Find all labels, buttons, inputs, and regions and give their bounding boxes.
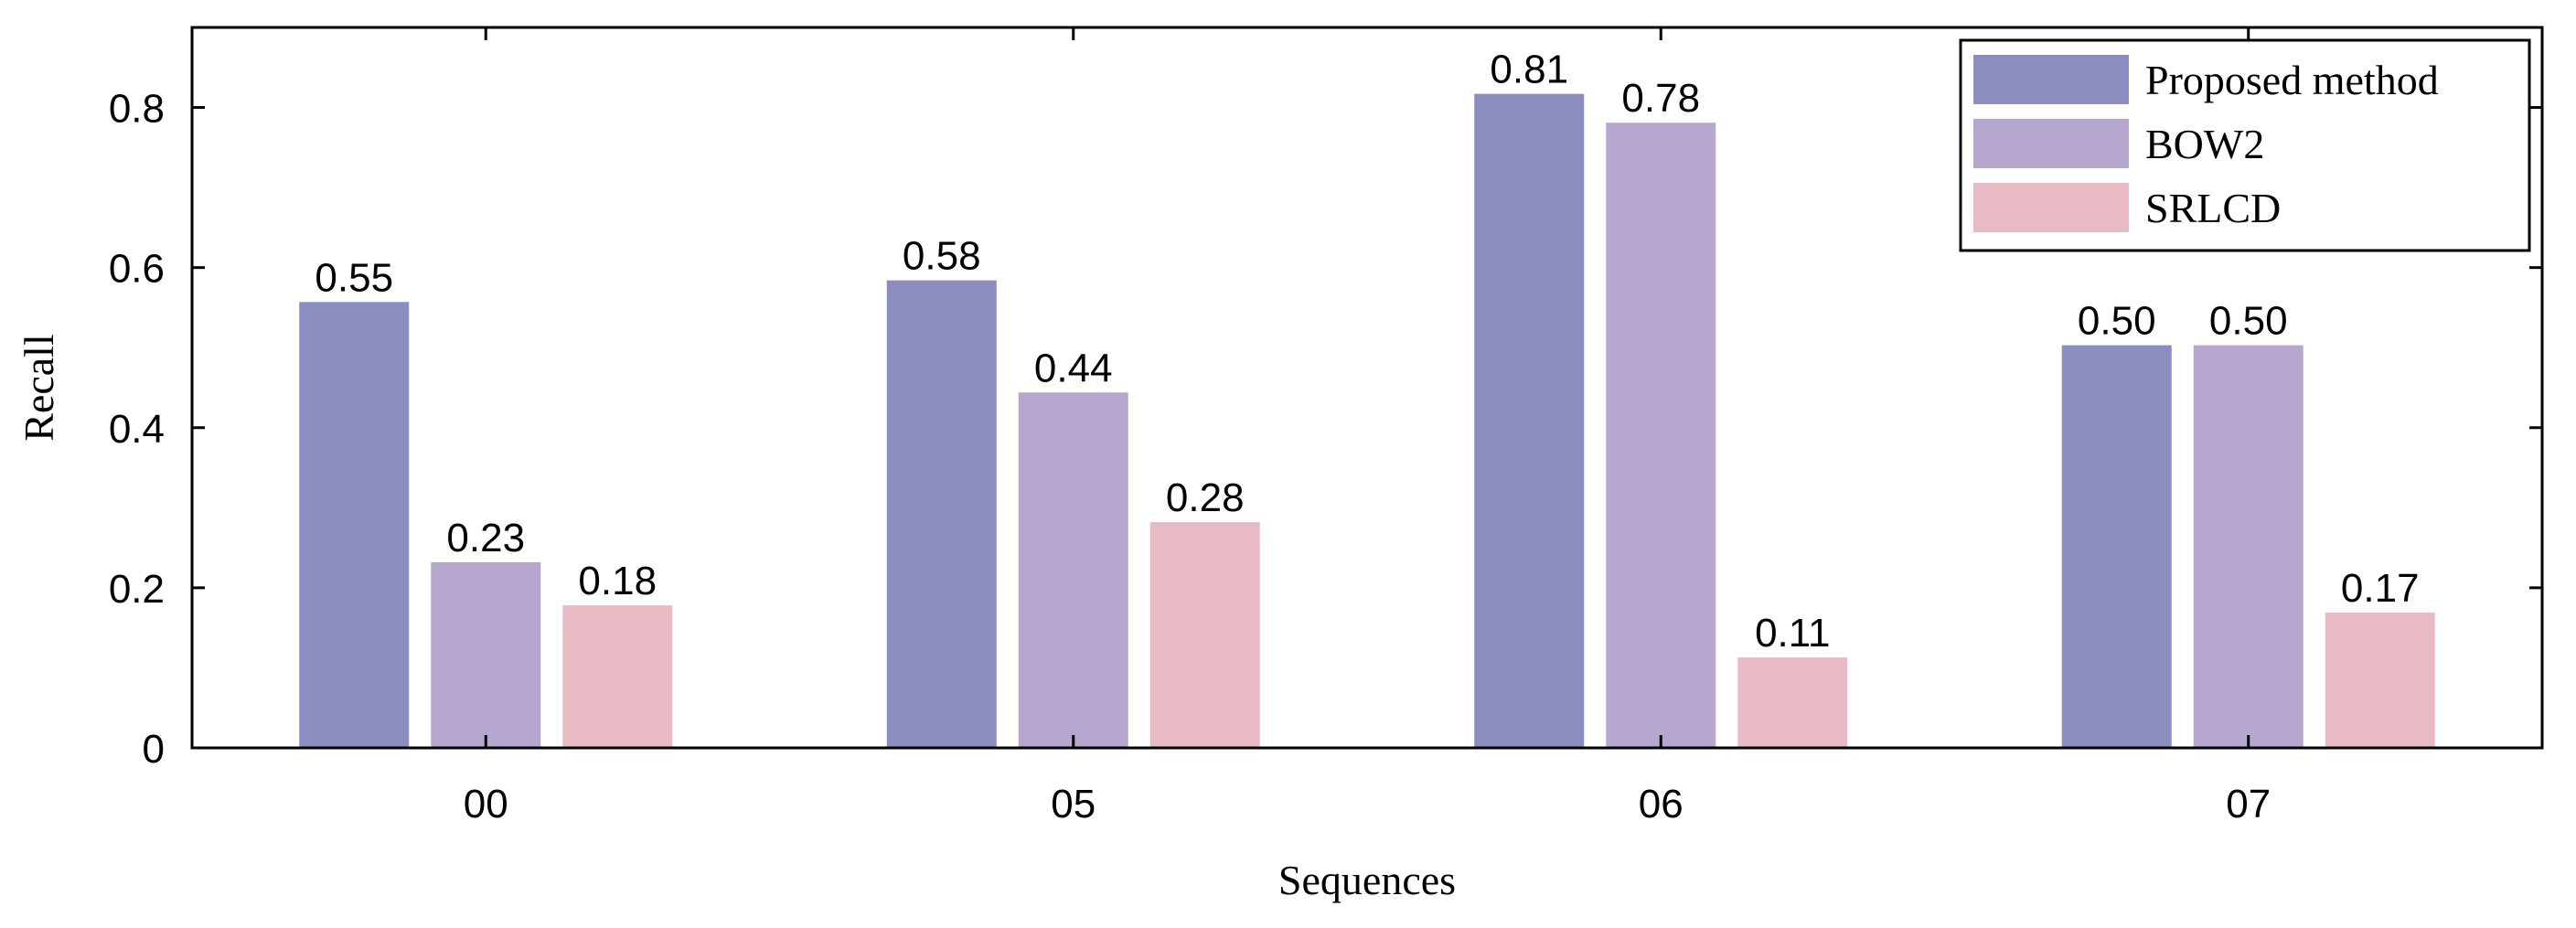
bar-srlcd-07	[2325, 613, 2435, 748]
bar-bow2-05	[1018, 392, 1128, 748]
y-tick-label: 0	[143, 727, 165, 772]
legend-swatch	[1973, 119, 2129, 168]
bar-bow2-00	[431, 561, 541, 748]
bar-srlcd-06	[1737, 657, 1848, 748]
x-axis-ticks: 00 05 06 07	[464, 27, 2271, 827]
x-tick-label: 05	[1051, 782, 1096, 827]
legend-swatch	[1973, 55, 2129, 104]
legend-swatch	[1973, 183, 2129, 232]
legend-label: Proposed method	[2145, 57, 2439, 103]
y-tick-label: 0.2	[109, 567, 165, 612]
data-label: 0.44	[1034, 346, 1113, 390]
y-axis-title: Recall	[16, 334, 62, 442]
y-tick-label: 0.6	[109, 247, 165, 292]
data-label: 0.23	[446, 516, 525, 560]
legend: Proposed method BOW2 SRLCD	[1959, 38, 2531, 252]
y-tick-label: 0.8	[109, 87, 165, 132]
axes-layer	[190, 26, 2544, 750]
bar-proposed-method-05	[886, 280, 997, 748]
data-label: 0.28	[1166, 475, 1245, 520]
bar-srlcd-00	[562, 605, 673, 748]
legend-label: BOW2	[2145, 121, 2264, 167]
bar-srlcd-05	[1149, 522, 1260, 748]
bar-proposed-method-00	[299, 302, 410, 748]
data-label: 0.18	[578, 559, 657, 603]
bars-layer	[299, 93, 2435, 749]
x-tick-label: 00	[464, 782, 508, 827]
data-label: 0.50	[2078, 299, 2156, 344]
data-label: 0.11	[1755, 611, 1830, 656]
data-labels-layer: 0.55 0.23 0.18 0.58 0.44 0.28 0.81 0.78 0.11 0.50…	[315, 48, 2419, 656]
data-label: 0.78	[1621, 76, 1700, 121]
x-axis-title: Sequences	[1278, 857, 1456, 903]
y-axis-ticks: 0 0.2 0.4 0.6 0.8	[109, 87, 2542, 772]
data-label: 0.55	[315, 255, 393, 300]
bar-bow2-06	[1606, 123, 1716, 749]
legend-label: SRLCD	[2145, 185, 2281, 231]
x-tick-label: 06	[1639, 782, 1683, 827]
data-label: 0.58	[903, 234, 981, 279]
bar-proposed-method-06	[1474, 93, 1585, 748]
data-label: 0.81	[1490, 48, 1568, 92]
x-tick-label: 07	[2226, 782, 2271, 827]
plot-frame	[190, 26, 2544, 750]
data-label: 0.17	[2341, 566, 2420, 611]
y-tick-label: 0.4	[109, 407, 165, 452]
bar-proposed-method-07	[2061, 345, 2172, 748]
data-label: 0.50	[2209, 299, 2288, 344]
bar-bow2-07	[2193, 345, 2303, 748]
